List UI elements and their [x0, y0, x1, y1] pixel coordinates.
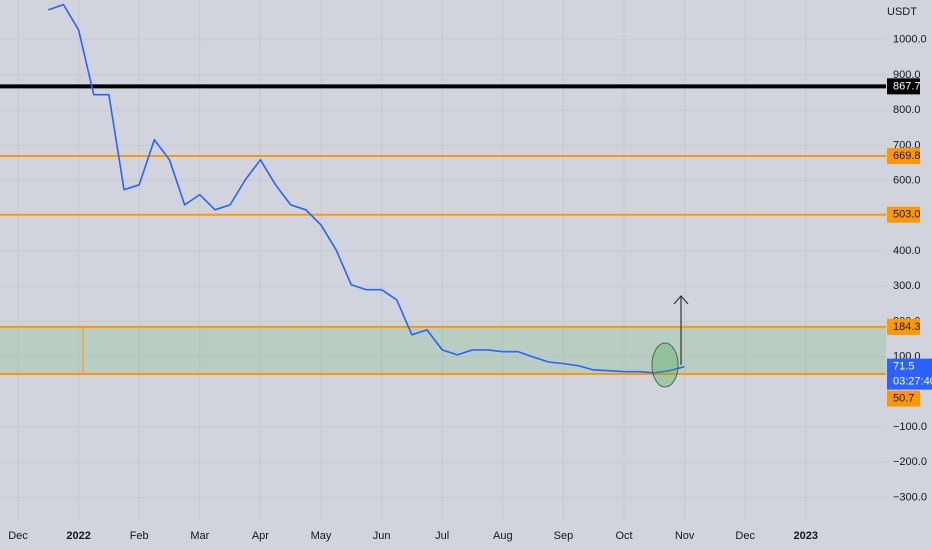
plot: [0, 0, 886, 520]
x-tick-label: Dec: [735, 530, 755, 542]
level-label: 184.3: [893, 321, 921, 333]
level-label: 867.7: [893, 80, 921, 92]
y-tick-label: −100.0: [893, 421, 927, 433]
arrow-head: [673, 295, 689, 305]
x-tick-label: 2023: [794, 530, 818, 542]
y-tick-label: −200.0: [893, 456, 927, 468]
price-label: 71.5: [893, 361, 914, 373]
price-line: [48, 3, 685, 374]
x-tick-label: Nov: [675, 530, 695, 542]
x-tick-label: Jul: [435, 530, 449, 542]
x-tick-label: Dec: [8, 530, 28, 542]
x-tick-label: Jun: [373, 530, 391, 542]
x-tick-label: Oct: [615, 530, 632, 542]
y-tick-label: 800.0: [893, 104, 921, 116]
y-tick-label: 1000.0: [893, 34, 927, 46]
level-label-box: [887, 78, 920, 95]
x-tick-label: Apr: [252, 530, 269, 542]
x-tick-label: Aug: [493, 530, 513, 542]
level-label-box: [887, 318, 920, 335]
level-label: 50.7: [893, 393, 914, 405]
x-tick-label: Mar: [190, 530, 209, 542]
level-label-box: [887, 148, 920, 165]
y-tick-label: −300.0: [893, 491, 927, 503]
level-label-box: [887, 390, 920, 407]
y-tick-label: 600.0: [893, 174, 921, 186]
highlight-ellipse: [651, 342, 679, 388]
price-label-box: [887, 358, 932, 390]
x-tick-label: 2022: [66, 530, 90, 542]
y-tick-label: 300.0: [893, 280, 921, 292]
level-label: 503.0: [893, 209, 921, 221]
countdown-label: 03:27:40: [893, 376, 932, 388]
y-tick-label: 900.0: [893, 69, 921, 81]
level-label-box: [887, 206, 920, 223]
x-tick-label: Feb: [130, 530, 149, 542]
x-tick-label: May: [311, 530, 332, 542]
currency-label: USDT: [887, 6, 917, 18]
level-label: 669.8: [893, 150, 921, 162]
x-tick-label: Sep: [554, 530, 574, 542]
y-tick-label: 400.0: [893, 245, 921, 257]
